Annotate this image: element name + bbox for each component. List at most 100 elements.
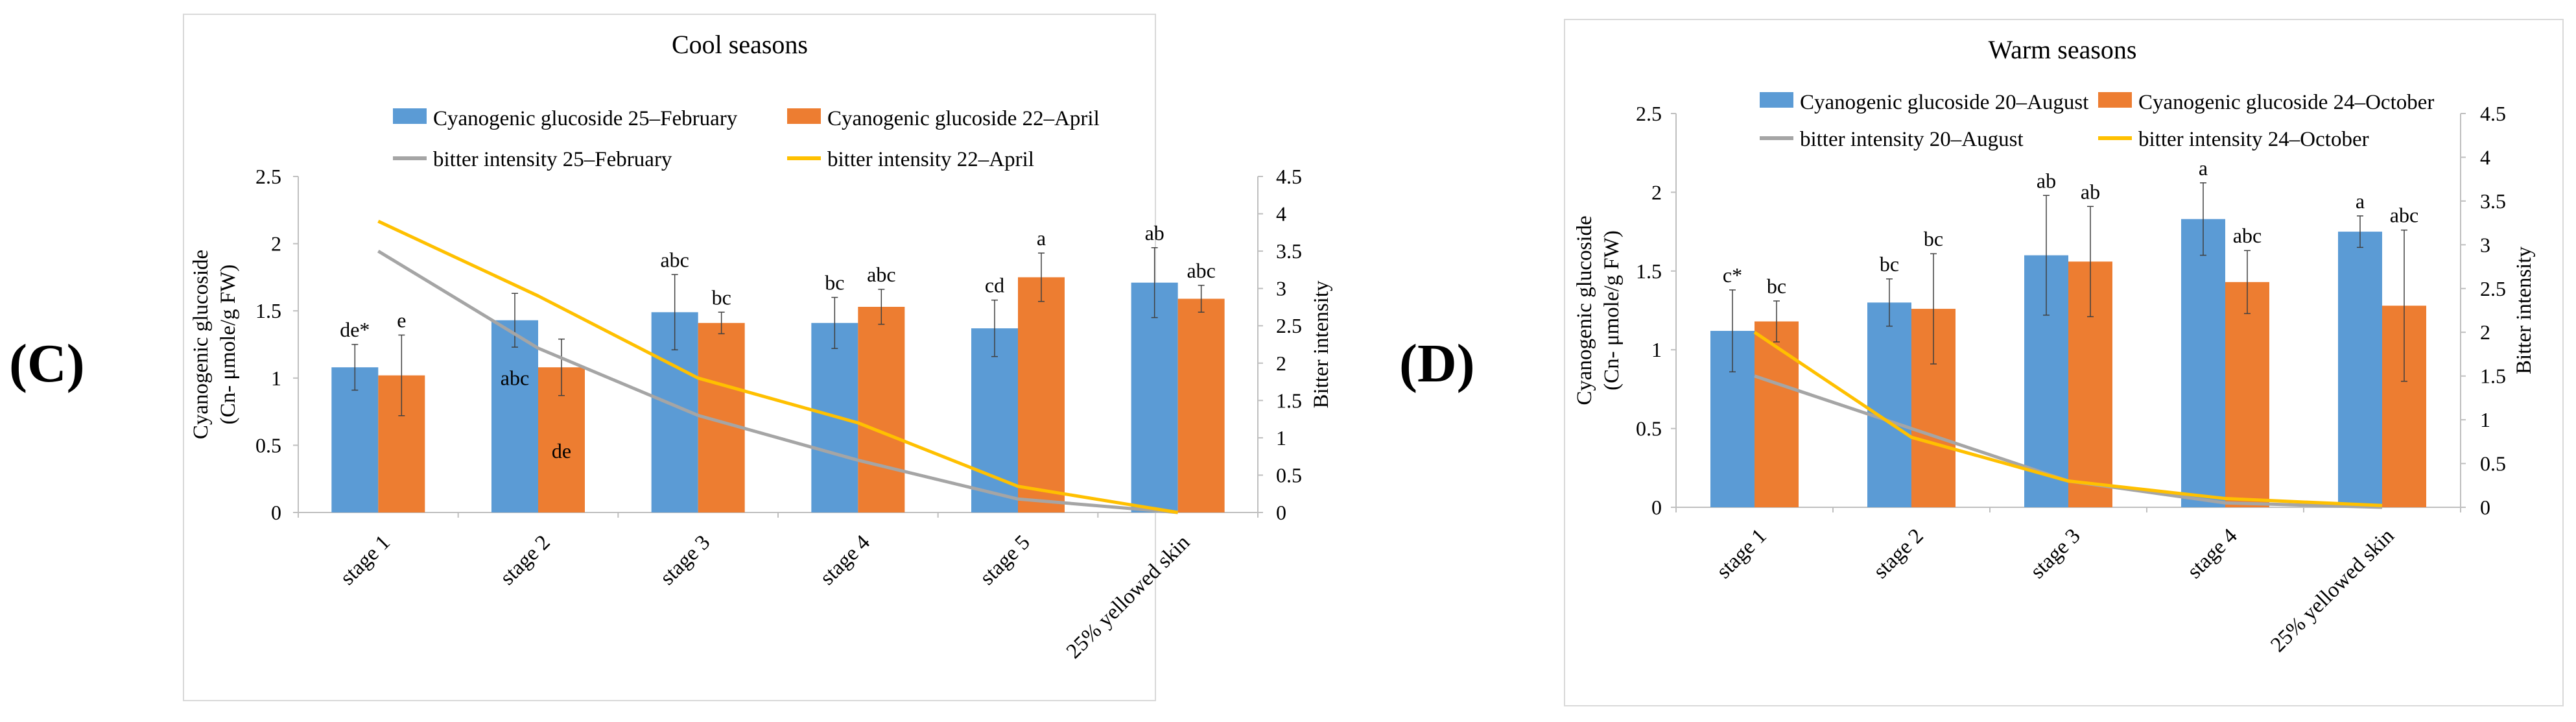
y-tick-label: 2.5 bbox=[1636, 102, 1662, 125]
bar-s1-2 bbox=[491, 320, 538, 512]
bar-s2-6 bbox=[1177, 298, 1225, 512]
legend-swatch bbox=[1760, 92, 1793, 108]
y2-tick-label: 0.5 bbox=[1276, 463, 1302, 487]
legend-label: Cyanogenic glucoside 25–February bbox=[433, 107, 738, 130]
y2-axis-title: Bitter intensity bbox=[1310, 280, 1333, 409]
y2-tick-label: 3.5 bbox=[2480, 189, 2506, 213]
y2-tick-label: 4.5 bbox=[1276, 165, 1302, 188]
legend-item-3: bitter intensity 20–August bbox=[1760, 128, 2024, 151]
significance-label: de* bbox=[340, 318, 370, 341]
y2-tick-label: 3 bbox=[2480, 233, 2490, 256]
legend-item-4: bitter intensity 24–October bbox=[2098, 128, 2369, 151]
y-tick-label: 2.5 bbox=[255, 165, 281, 188]
legend-item-3: bitter intensity 25–February bbox=[393, 148, 672, 171]
legend-label: Cyanogenic glucoside 22–April bbox=[827, 107, 1100, 130]
significance-label: cd bbox=[985, 274, 1004, 297]
significance-label: bc bbox=[825, 271, 844, 294]
y2-tick-label: 0 bbox=[1276, 501, 1286, 524]
bar-s2-4 bbox=[858, 306, 905, 512]
significance-label: abc bbox=[2390, 204, 2418, 227]
legend-item-2: Cyanogenic glucoside 24–October bbox=[2098, 91, 2434, 114]
y-tick-label: 0 bbox=[271, 501, 281, 524]
y-axis-title: Cyanogenic glucoside bbox=[1573, 215, 1596, 405]
y2-tick-label: 4.5 bbox=[2480, 102, 2506, 125]
significance-label: a bbox=[2199, 156, 2208, 180]
line-series-1 bbox=[377, 249, 1178, 514]
legend-label: bitter intensity 24–October bbox=[2138, 128, 2369, 151]
y-tick-label: 2 bbox=[1651, 180, 1662, 204]
significance-label: a bbox=[2356, 189, 2365, 213]
y2-tick-label: 2.5 bbox=[2480, 277, 2506, 300]
legend-label: bitter intensity 20–August bbox=[1800, 128, 2024, 151]
bar-s1-2 bbox=[1867, 302, 1911, 507]
y2-tick-label: 1 bbox=[1276, 426, 1286, 450]
bar-s1-1 bbox=[331, 367, 379, 512]
bar-s2-1 bbox=[1755, 321, 1799, 507]
y2-tick-label: 2.5 bbox=[1276, 314, 1302, 337]
significance-label: ab bbox=[1145, 221, 1164, 245]
significance-label: abc bbox=[1187, 259, 1215, 282]
y2-tick-label: 0.5 bbox=[2480, 452, 2506, 475]
y-tick-label: 2 bbox=[271, 232, 281, 256]
y-tick-label: 0.5 bbox=[255, 433, 281, 457]
bar-s1-5 bbox=[2338, 232, 2382, 507]
significance-label: abc bbox=[867, 263, 895, 286]
significance-label: ab bbox=[2037, 169, 2056, 192]
chart-panel-0: Cool seasons Cyanogenic glucoside 25–Febr… bbox=[183, 14, 1333, 701]
significance-label: bc bbox=[1924, 227, 1943, 250]
significance-label: bc bbox=[712, 285, 731, 309]
legend-swatch bbox=[2098, 92, 2132, 108]
y-tick-label: 0.5 bbox=[1636, 417, 1662, 440]
bar-s2-5 bbox=[1018, 277, 1065, 512]
line-series-2 bbox=[377, 219, 1179, 514]
legend-swatch bbox=[787, 108, 821, 124]
y2-tick-label: 1 bbox=[2480, 408, 2490, 431]
legend-item-1: Cyanogenic glucoside 20–August bbox=[1760, 91, 2088, 114]
line-series-2 bbox=[1753, 331, 2383, 507]
chart-title: Warm seasons bbox=[1989, 35, 2137, 64]
y-axis-unit: (Cn- μmole/g FW) bbox=[217, 265, 240, 425]
y2-tick-label: 2 bbox=[2480, 320, 2490, 344]
y2-tick-label: 1.5 bbox=[2480, 365, 2506, 388]
chart-panel-1: Warm seasons Cyanogenic glucoside 20–Augu… bbox=[1564, 19, 2564, 706]
bar-s1-4 bbox=[2181, 219, 2225, 507]
y-axis-title: Cyanogenic glucoside bbox=[189, 250, 213, 439]
y-tick-label: 1 bbox=[1651, 338, 1662, 361]
legend-label: bitter intensity 22–April bbox=[827, 148, 1034, 171]
significance-label: a bbox=[1037, 226, 1046, 250]
legend-label: Cyanogenic glucoside 20–August bbox=[1800, 91, 2088, 114]
significance-label: de bbox=[552, 439, 571, 463]
bar-s2-4 bbox=[2225, 282, 2269, 507]
panel-label-d: (D) bbox=[1399, 333, 1475, 394]
y2-tick-label: 3.5 bbox=[1276, 239, 1302, 263]
y2-tick-label: 4 bbox=[2480, 145, 2490, 169]
chart-title: Cool seasons bbox=[672, 30, 808, 59]
y-axis-unit: (Cn- μmole/g FW) bbox=[1600, 230, 1624, 391]
significance-label: c* bbox=[1723, 263, 1742, 287]
legend-label: bitter intensity 25–February bbox=[433, 148, 672, 171]
legend-label: Cyanogenic glucoside 24–October bbox=[2138, 91, 2434, 114]
legend-swatch bbox=[393, 108, 427, 124]
y-tick-label: 1 bbox=[271, 367, 281, 390]
significance-label: e bbox=[397, 308, 406, 331]
y2-tick-label: 3 bbox=[1276, 277, 1286, 300]
legend-item-1: Cyanogenic glucoside 25–February bbox=[393, 107, 738, 130]
significance-label: bc bbox=[1767, 274, 1786, 298]
significance-label: abc bbox=[501, 367, 529, 390]
y-tick-label: 1.5 bbox=[255, 299, 281, 322]
legend-item-2: Cyanogenic glucoside 22–April bbox=[787, 107, 1100, 130]
significance-label: abc bbox=[660, 248, 689, 271]
legend-item-4: bitter intensity 22–April bbox=[787, 148, 1034, 171]
y2-axis-title: Bitter intensity bbox=[2512, 246, 2536, 374]
significance-label: bc bbox=[1880, 252, 1899, 276]
y2-tick-label: 4 bbox=[1276, 202, 1286, 226]
y2-tick-label: 0 bbox=[2480, 496, 2490, 519]
significance-label: abc bbox=[2233, 224, 2262, 247]
bar-s1-6 bbox=[1131, 282, 1178, 512]
significance-label: ab bbox=[2081, 180, 2100, 203]
y-tick-label: 1.5 bbox=[1636, 259, 1662, 283]
y-tick-label: 0 bbox=[1651, 496, 1662, 519]
y2-tick-label: 1.5 bbox=[1276, 389, 1302, 412]
y2-tick-label: 2 bbox=[1276, 352, 1286, 375]
